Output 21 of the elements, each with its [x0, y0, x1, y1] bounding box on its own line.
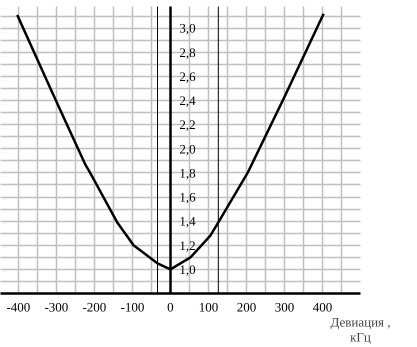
y-tick-label: 3,0: [179, 20, 196, 36]
y-tick-label: 2,8: [179, 44, 196, 60]
y-tick-label: 1,2: [179, 238, 196, 253]
y-tick-label: 1,6: [179, 190, 196, 205]
y-tick-label: 2,2: [179, 117, 196, 132]
y-tick-label: 2,4: [179, 93, 196, 108]
y-tick-label: 2,0: [179, 141, 196, 156]
x-tick-label: 100: [198, 300, 218, 314]
x-tick-label: -100: [120, 300, 144, 314]
x-tick-label: -400: [6, 300, 30, 314]
y-tick-label: 1,0: [179, 262, 196, 277]
x-tick-label: -200: [82, 300, 106, 314]
y-tick-label: 2,6: [179, 68, 196, 84]
y-tick-label: 1,4: [179, 214, 196, 229]
x-tick-label: -300: [44, 300, 68, 314]
x-tick-label: 300: [274, 300, 294, 314]
x-tick-label: 0: [167, 300, 174, 314]
x-axis-title: Девиация , кГц: [330, 314, 391, 344]
x-tick-label: 400: [312, 300, 332, 314]
x-tick-label: 200: [236, 300, 256, 314]
y-tick-label: 1,8: [179, 165, 196, 180]
